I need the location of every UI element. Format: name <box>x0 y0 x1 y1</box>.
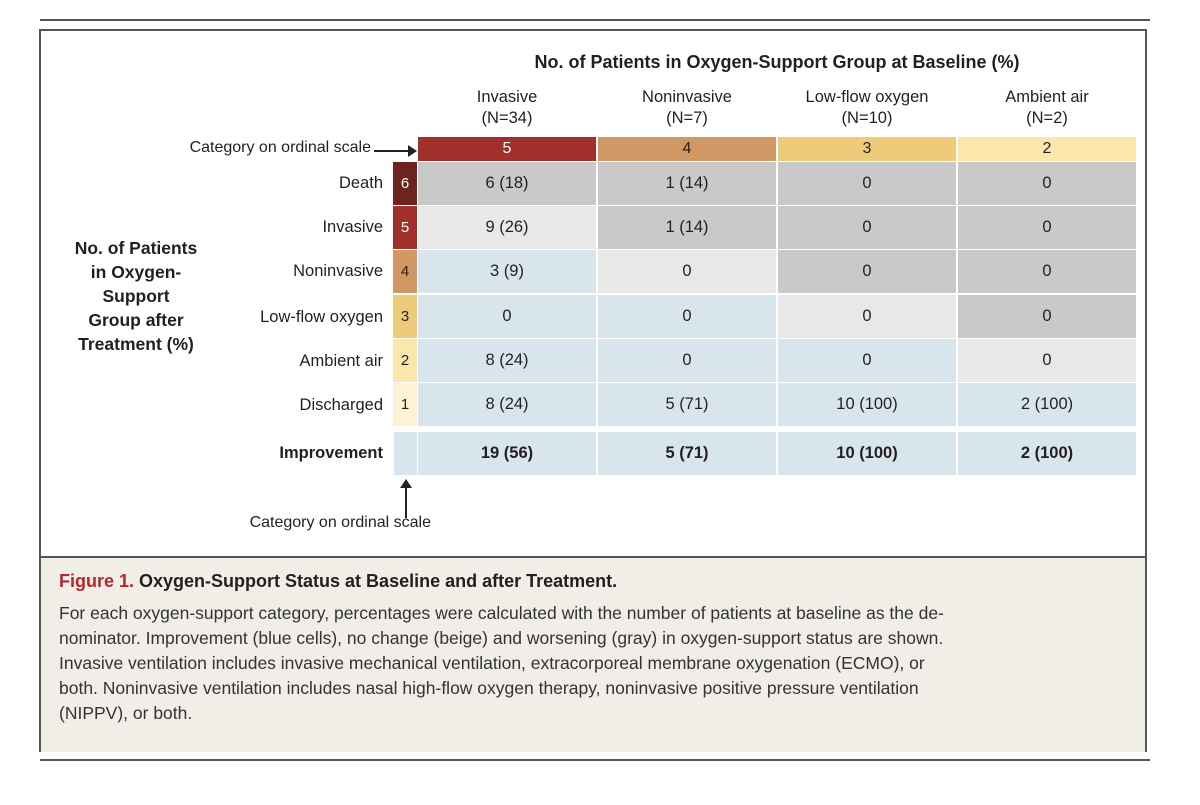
row-category-badge: 2 <box>393 339 417 382</box>
table-cell: 0 <box>778 162 956 205</box>
row-label-death: Death <box>338 174 383 192</box>
baseline-category-band: 5 <box>418 137 596 161</box>
caption-line: nominator. Improvement (blue cells), no … <box>59 628 944 648</box>
caption-area <box>41 556 1145 752</box>
table-cell: 8 (24) <box>418 383 596 426</box>
side-title-line: Treatment (%) <box>78 334 194 354</box>
table-cell: 0 <box>958 162 1136 205</box>
side-title: No. of Patients in Oxygen-Support Group … <box>61 236 211 356</box>
table-cell: 0 <box>778 250 956 293</box>
arrow-right-icon <box>374 145 417 157</box>
row-category-badge: 6 <box>393 162 417 205</box>
arrow-up-icon <box>400 479 412 518</box>
caption-line: For each oxygen-support category, percen… <box>59 603 944 623</box>
baseline-category-band: 4 <box>598 137 776 161</box>
caption-title: Figure 1. Oxygen-Support Status at Basel… <box>59 571 617 592</box>
column-header-noninvasive: Noninvasive (N=7) <box>598 87 776 129</box>
improvement-cell: 10 (100) <box>778 432 956 475</box>
column-count: (N=34) <box>481 109 533 127</box>
improvement-cell: 2 (100) <box>958 432 1136 475</box>
row-label-improvement: Improvement <box>279 444 383 462</box>
table-cell: 0 <box>418 295 596 338</box>
table-cell: 5 (71) <box>598 383 776 426</box>
row-category-badge: 5 <box>393 206 417 249</box>
table-cell: 0 <box>958 339 1136 382</box>
column-name: Low-flow oxygen <box>805 88 929 106</box>
caption-line: Invasive ventilation includes invasive m… <box>59 653 925 673</box>
improvement-cell: 5 (71) <box>598 432 776 475</box>
column-header-ambient-air: Ambient air (N=2) <box>958 87 1136 129</box>
table-cell: 3 (9) <box>418 250 596 293</box>
table-cell: 0 <box>598 250 776 293</box>
column-name: Ambient air <box>1005 88 1089 106</box>
side-title-line: in Oxygen-Support <box>90 262 182 306</box>
table-cell: 0 <box>598 295 776 338</box>
row-label-invasive: Invasive <box>322 218 383 236</box>
column-name: Noninvasive <box>642 88 732 106</box>
side-title-line: Group after <box>88 310 184 330</box>
table-cell: 10 (100) <box>778 383 956 426</box>
table-cell: 0 <box>778 339 956 382</box>
row-category-badge: 3 <box>393 295 417 338</box>
column-header-invasive: Invasive (N=34) <box>418 87 596 129</box>
row-category-badge: 4 <box>393 250 417 293</box>
caption-body: For each oxygen-support category, percen… <box>59 601 1139 726</box>
figure-number: Figure 1. <box>59 571 135 591</box>
improvement-cell: 19 (56) <box>418 432 596 475</box>
row-category-badge: 1 <box>393 383 417 426</box>
baseline-category-band: 2 <box>958 137 1136 161</box>
caption-line: both. Noninvasive ventilation includes n… <box>59 678 919 698</box>
table-cell: 8 (24) <box>418 339 596 382</box>
side-title-line: No. of Patients <box>74 238 198 258</box>
table-cell: 0 <box>598 339 776 382</box>
column-header-low-flow: Low-flow oxygen (N=10) <box>778 87 956 129</box>
row-label-noninvasive: Noninvasive <box>293 262 383 280</box>
row-label-ambient-air: Ambient air <box>299 352 383 370</box>
table-cell: 1 (14) <box>598 206 776 249</box>
table-cell: 6 (18) <box>418 162 596 205</box>
table-cell: 9 (26) <box>418 206 596 249</box>
table-cell: 0 <box>778 295 956 338</box>
table-cell: 0 <box>778 206 956 249</box>
ordinal-scale-label-bottom: Category on ordinal scale <box>249 514 431 531</box>
bottom-rule <box>40 759 1150 761</box>
figure-frame: No. of Patients in Oxygen-Support Group … <box>39 29 1147 752</box>
baseline-category-band: 3 <box>778 137 956 161</box>
table-cell: 0 <box>958 206 1136 249</box>
row-label-low-flow-oxygen: Low-flow oxygen <box>260 308 383 326</box>
row-label-discharged: Discharged <box>299 396 383 414</box>
column-count: (N=10) <box>841 109 893 127</box>
table-cell: 1 (14) <box>598 162 776 205</box>
top-rule <box>40 19 1150 21</box>
main-title: No. of Patients in Oxygen-Support Group … <box>534 52 1020 72</box>
caption-title-text: Oxygen-Support Status at Baseline and af… <box>139 571 618 591</box>
improvement-category-cell <box>394 432 417 475</box>
table-cell: 0 <box>958 295 1136 338</box>
caption-line: (NIPPV), or both. <box>59 703 193 723</box>
column-count: (N=2) <box>1026 109 1068 127</box>
column-name: Invasive <box>476 88 538 106</box>
table-cell: 2 (100) <box>958 383 1136 426</box>
ordinal-scale-label-top: Category on ordinal scale <box>189 139 371 156</box>
column-count: (N=7) <box>666 109 708 127</box>
table-cell: 0 <box>958 250 1136 293</box>
